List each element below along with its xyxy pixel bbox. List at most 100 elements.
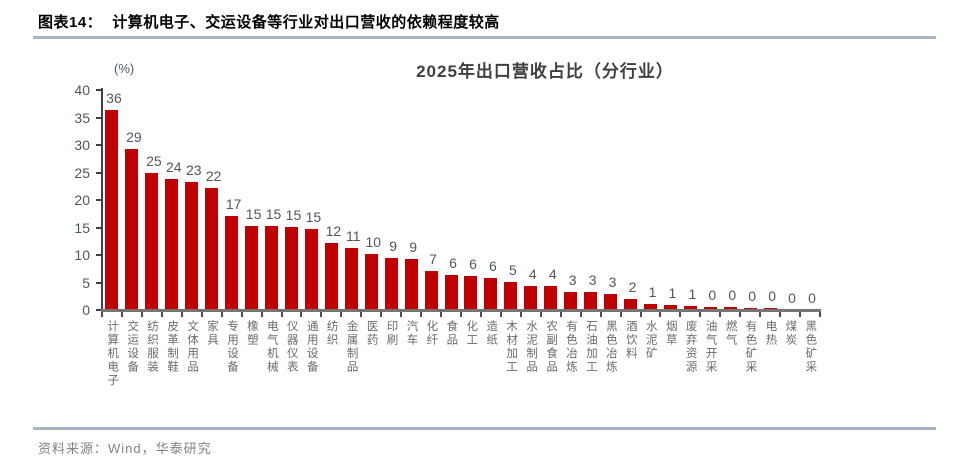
category-label-text: 汽车 — [405, 320, 418, 347]
y-tick-mark — [96, 254, 102, 256]
x-tick-mark — [779, 312, 782, 317]
category-label-text: 专用设备 — [225, 320, 238, 374]
x-tick-mark — [539, 312, 542, 317]
category-label-text: 皮革制鞋 — [166, 320, 179, 374]
category-label-text: 石油加工 — [584, 320, 597, 374]
category-label-text: 有色矿采 — [744, 320, 757, 374]
x-tick-mark — [699, 312, 702, 317]
bar-value-label: 7 — [429, 251, 437, 267]
bar — [145, 173, 159, 310]
x-tick-mark — [140, 312, 143, 317]
category-label: 专用设备 — [221, 320, 243, 420]
x-tick-mark — [599, 312, 602, 317]
bar — [703, 307, 717, 310]
category-label-text: 水泥矿 — [644, 320, 657, 361]
bar-value-label: 6 — [449, 255, 457, 271]
bar-value-label: 6 — [489, 258, 497, 274]
category-label-text: 烟草 — [664, 320, 677, 347]
bar-value-label: 3 — [568, 272, 577, 288]
category-label: 纺织 — [320, 320, 342, 420]
category-label: 水泥矿 — [639, 320, 661, 420]
category-label: 黑色冶炼 — [600, 320, 622, 420]
bar — [205, 188, 219, 310]
x-tick-mark — [200, 312, 203, 317]
x-tick-mark — [719, 312, 722, 317]
bar-value-label: 15 — [265, 206, 282, 222]
category-label-text: 化工 — [465, 320, 478, 347]
figure-number-label: 图表14： — [38, 14, 103, 31]
bar — [723, 307, 737, 310]
figure-headline: 计算机电子、交运设备等行业对出口营收的依赖程度较高 — [112, 14, 500, 31]
y-axis-line — [101, 88, 103, 311]
category-label: 汽车 — [400, 320, 422, 420]
category-label-text: 造纸 — [485, 320, 498, 347]
category-label-text: 酒饮料 — [624, 320, 637, 361]
y-tick-mark — [96, 199, 102, 201]
category-label: 废弃资源 — [679, 320, 701, 420]
category-label-text: 木材加工 — [505, 320, 518, 374]
bar-value-label: 17 — [225, 196, 242, 212]
category-label-text: 水泥制品 — [525, 320, 538, 374]
category-label-text: 医药 — [365, 320, 378, 347]
bar — [444, 275, 458, 310]
bar-value-label: 15 — [245, 206, 262, 222]
bar — [344, 248, 358, 310]
bar-value-label: 2 — [628, 279, 637, 295]
category-label: 食品 — [440, 320, 462, 420]
x-axis-line — [101, 309, 821, 312]
x-tick-mark — [380, 312, 383, 317]
bar — [304, 229, 318, 310]
x-tick-mark — [160, 312, 163, 317]
bar-value-label: 1 — [688, 286, 697, 302]
y-tick-label: 30 — [74, 137, 90, 153]
category-label-text: 油气开采 — [704, 320, 717, 374]
bar-value-label: 0 — [788, 290, 796, 306]
x-tick-mark — [739, 312, 742, 317]
footer-divider — [33, 427, 936, 430]
y-tick-label: 35 — [74, 109, 90, 126]
bar-value-label: 0 — [708, 287, 717, 303]
category-label-text: 黑色矿采 — [804, 320, 817, 374]
bar-value-label: 15 — [305, 209, 322, 225]
category-label: 电热 — [759, 320, 781, 420]
bar — [604, 294, 618, 310]
bar — [185, 182, 199, 310]
bar — [364, 254, 378, 310]
bar-value-label: 0 — [768, 288, 777, 304]
y-tick-label: 0 — [82, 302, 90, 318]
category-label-text: 交运设备 — [126, 320, 139, 374]
category-label-text: 通用设备 — [305, 320, 318, 374]
header-divider — [33, 36, 936, 39]
x-tick-mark — [101, 312, 103, 317]
category-label-text: 食品 — [445, 320, 458, 347]
x-tick-mark — [659, 312, 662, 317]
bar-value-label: 36 — [106, 90, 122, 106]
y-tick-label: 15 — [74, 219, 90, 236]
category-label: 石油加工 — [580, 320, 602, 420]
y-axis-unit-label: (%) — [114, 61, 135, 76]
category-label-text: 黑色冶炼 — [604, 320, 617, 374]
chart-title: 2025年出口营收占比（分行业） — [416, 62, 674, 81]
bar-value-label: 29 — [126, 129, 142, 145]
bar-value-label: 6 — [469, 256, 477, 272]
bar — [663, 305, 677, 310]
category-label-text: 文体用品 — [186, 320, 199, 374]
bar — [683, 306, 697, 310]
x-tick-mark — [360, 312, 363, 317]
category-label: 有色矿采 — [739, 320, 761, 420]
bar-value-label: 22 — [205, 168, 222, 184]
category-label: 烟草 — [659, 320, 681, 420]
y-tick-mark — [96, 226, 102, 229]
category-label-text: 纺织 — [325, 320, 338, 347]
category-label-text: 印刷 — [385, 320, 398, 347]
x-tick-mark — [300, 312, 303, 317]
x-tick-mark — [420, 312, 423, 317]
category-label-text: 农副食品 — [545, 320, 558, 374]
bar — [284, 227, 298, 310]
category-label-text: 计算机电子 — [106, 320, 119, 388]
bar-value-label: 9 — [389, 238, 398, 254]
x-tick-mark — [340, 312, 343, 317]
bar — [464, 276, 478, 310]
bar — [165, 179, 179, 310]
category-label-text: 化纤 — [425, 320, 438, 347]
